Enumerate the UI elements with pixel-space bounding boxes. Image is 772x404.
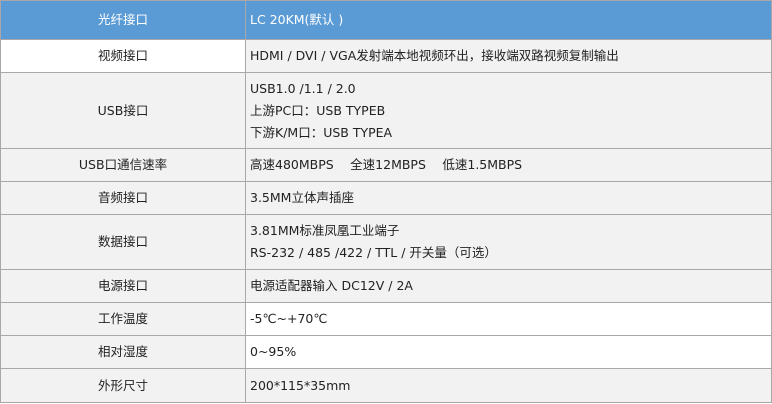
spec-value: HDMI / DVI / VGA发射端本地视频环出，接收端双路视频复制输出	[245, 39, 772, 73]
spec-value: 高速480MBPS 全速12MBPS 低速1.5MBPS	[245, 148, 772, 182]
spec-value-line: 上游PC口：USB TYPEB	[250, 102, 386, 118]
spec-value: LC 20KM(默认 )	[245, 0, 772, 40]
spec-value: -5℃~+70℃	[245, 302, 772, 336]
spec-value-line: 3.81MM标准凤凰工业端子	[250, 223, 400, 238]
spec-value: 200*115*35mm	[245, 368, 772, 403]
table-row: 光纤接口 LC 20KM(默认 )	[0, 0, 772, 40]
spec-label: 光纤接口	[0, 0, 246, 40]
spec-label: 电源接口	[0, 269, 246, 303]
spec-value-line: RS-232 / 485 /422 / TTL / 开关量（可选）	[250, 245, 497, 260]
table-row: 音频接口 3.5MM立体声插座	[0, 181, 772, 215]
spec-label: 音频接口	[0, 181, 246, 215]
table-row: 电源接口 电源适配器输入 DC12V / 2A	[0, 269, 772, 303]
spec-value: USB1.0 /1.1 / 2.0 上游PC口：USB TYPEB 下游K/M口…	[245, 72, 772, 149]
spec-label: 数据接口	[0, 214, 246, 270]
table-row: USB口通信速率 高速480MBPS 全速12MBPS 低速1.5MBPS	[0, 148, 772, 182]
spec-value-line: USB1.0 /1.1 / 2.0	[250, 80, 356, 96]
spec-label: USB接口	[0, 72, 246, 149]
spec-value: 3.81MM标准凤凰工业端子 RS-232 / 485 /422 / TTL /…	[245, 214, 772, 270]
spec-value: 电源适配器输入 DC12V / 2A	[245, 269, 772, 303]
spec-value-line: 下游K/M口：USB TYPEA	[250, 124, 393, 140]
table-row: 数据接口 3.81MM标准凤凰工业端子 RS-232 / 485 /422 / …	[0, 214, 772, 270]
table-row: USB接口 USB1.0 /1.1 / 2.0 上游PC口：USB TYPEB …	[0, 72, 772, 149]
spec-label: 外形尺寸	[0, 368, 246, 403]
spec-label: 相对湿度	[0, 335, 246, 369]
table-row: 工作温度 -5℃~+70℃	[0, 302, 772, 336]
spec-label: USB口通信速率	[0, 148, 246, 182]
spec-label: 视频接口	[0, 39, 246, 73]
spec-value: 0~95%	[245, 335, 772, 369]
spec-value: 3.5MM立体声插座	[245, 181, 772, 215]
spec-label: 工作温度	[0, 302, 246, 336]
table-row: 视频接口 HDMI / DVI / VGA发射端本地视频环出，接收端双路视频复制…	[0, 39, 772, 73]
table-row: 外形尺寸 200*115*35mm	[0, 368, 772, 403]
table-row: 相对湿度 0~95%	[0, 335, 772, 369]
